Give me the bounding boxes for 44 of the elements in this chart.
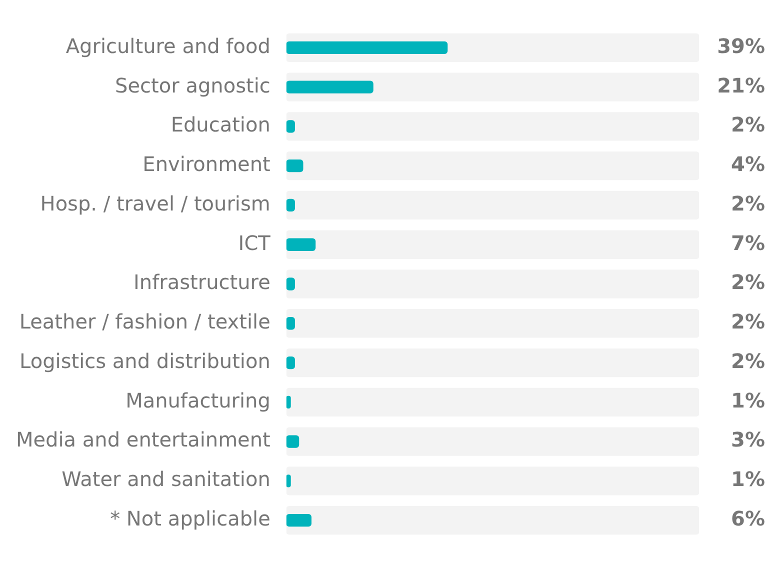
data-label: 2%	[731, 310, 765, 334]
bar	[286, 270, 699, 298]
bar	[286, 160, 304, 172]
bar	[286, 514, 312, 527]
bar	[286, 41, 448, 54]
y-tick-label: Water and sanitation	[62, 467, 270, 492]
bar	[286, 238, 316, 251]
y-tick-label: Logistics and distribution	[20, 348, 270, 373]
y-tick-label: Sector agnostic	[115, 73, 270, 98]
data-label: 1%	[731, 388, 765, 412]
data-label: 2%	[731, 112, 765, 137]
data-label: 7%	[731, 230, 765, 255]
bar	[286, 152, 699, 180]
bar	[286, 388, 699, 416]
bar	[286, 435, 300, 448]
bar	[286, 506, 699, 535]
data-label: 21%	[717, 73, 765, 98]
y-tick-label: Infrastructure	[134, 270, 270, 294]
y-tick-label: Hosp. / travel / tourism	[40, 191, 270, 216]
bar	[286, 112, 699, 141]
y-tick-label: Agriculture and food	[66, 34, 270, 58]
data-label: 2%	[731, 348, 765, 373]
bar	[286, 80, 374, 94]
y-tick-label: Environment	[142, 152, 271, 176]
y-tick-label: Manufacturing	[126, 388, 270, 412]
bar	[286, 309, 699, 338]
y-tick-label: Education	[170, 112, 270, 137]
bar	[286, 466, 699, 496]
bar	[286, 190, 699, 220]
bar	[286, 72, 699, 102]
data-label: 2%	[731, 191, 765, 216]
bar	[286, 230, 699, 259]
data-label: 39%	[717, 34, 765, 58]
data-label: 1%	[731, 467, 765, 492]
bar	[286, 427, 699, 456]
bar	[286, 348, 699, 378]
y-tick-label: Media and entertainment	[16, 428, 271, 452]
data-label: 4%	[731, 152, 765, 176]
data-label: 2%	[731, 270, 765, 294]
data-label: 3%	[731, 428, 765, 452]
y-tick-label: Leather / fashion / textile	[19, 310, 270, 334]
y-tick-label: * Not applicable	[110, 506, 270, 531]
y-tick-label: ICT	[238, 230, 272, 255]
data-label: 6%	[731, 506, 765, 531]
